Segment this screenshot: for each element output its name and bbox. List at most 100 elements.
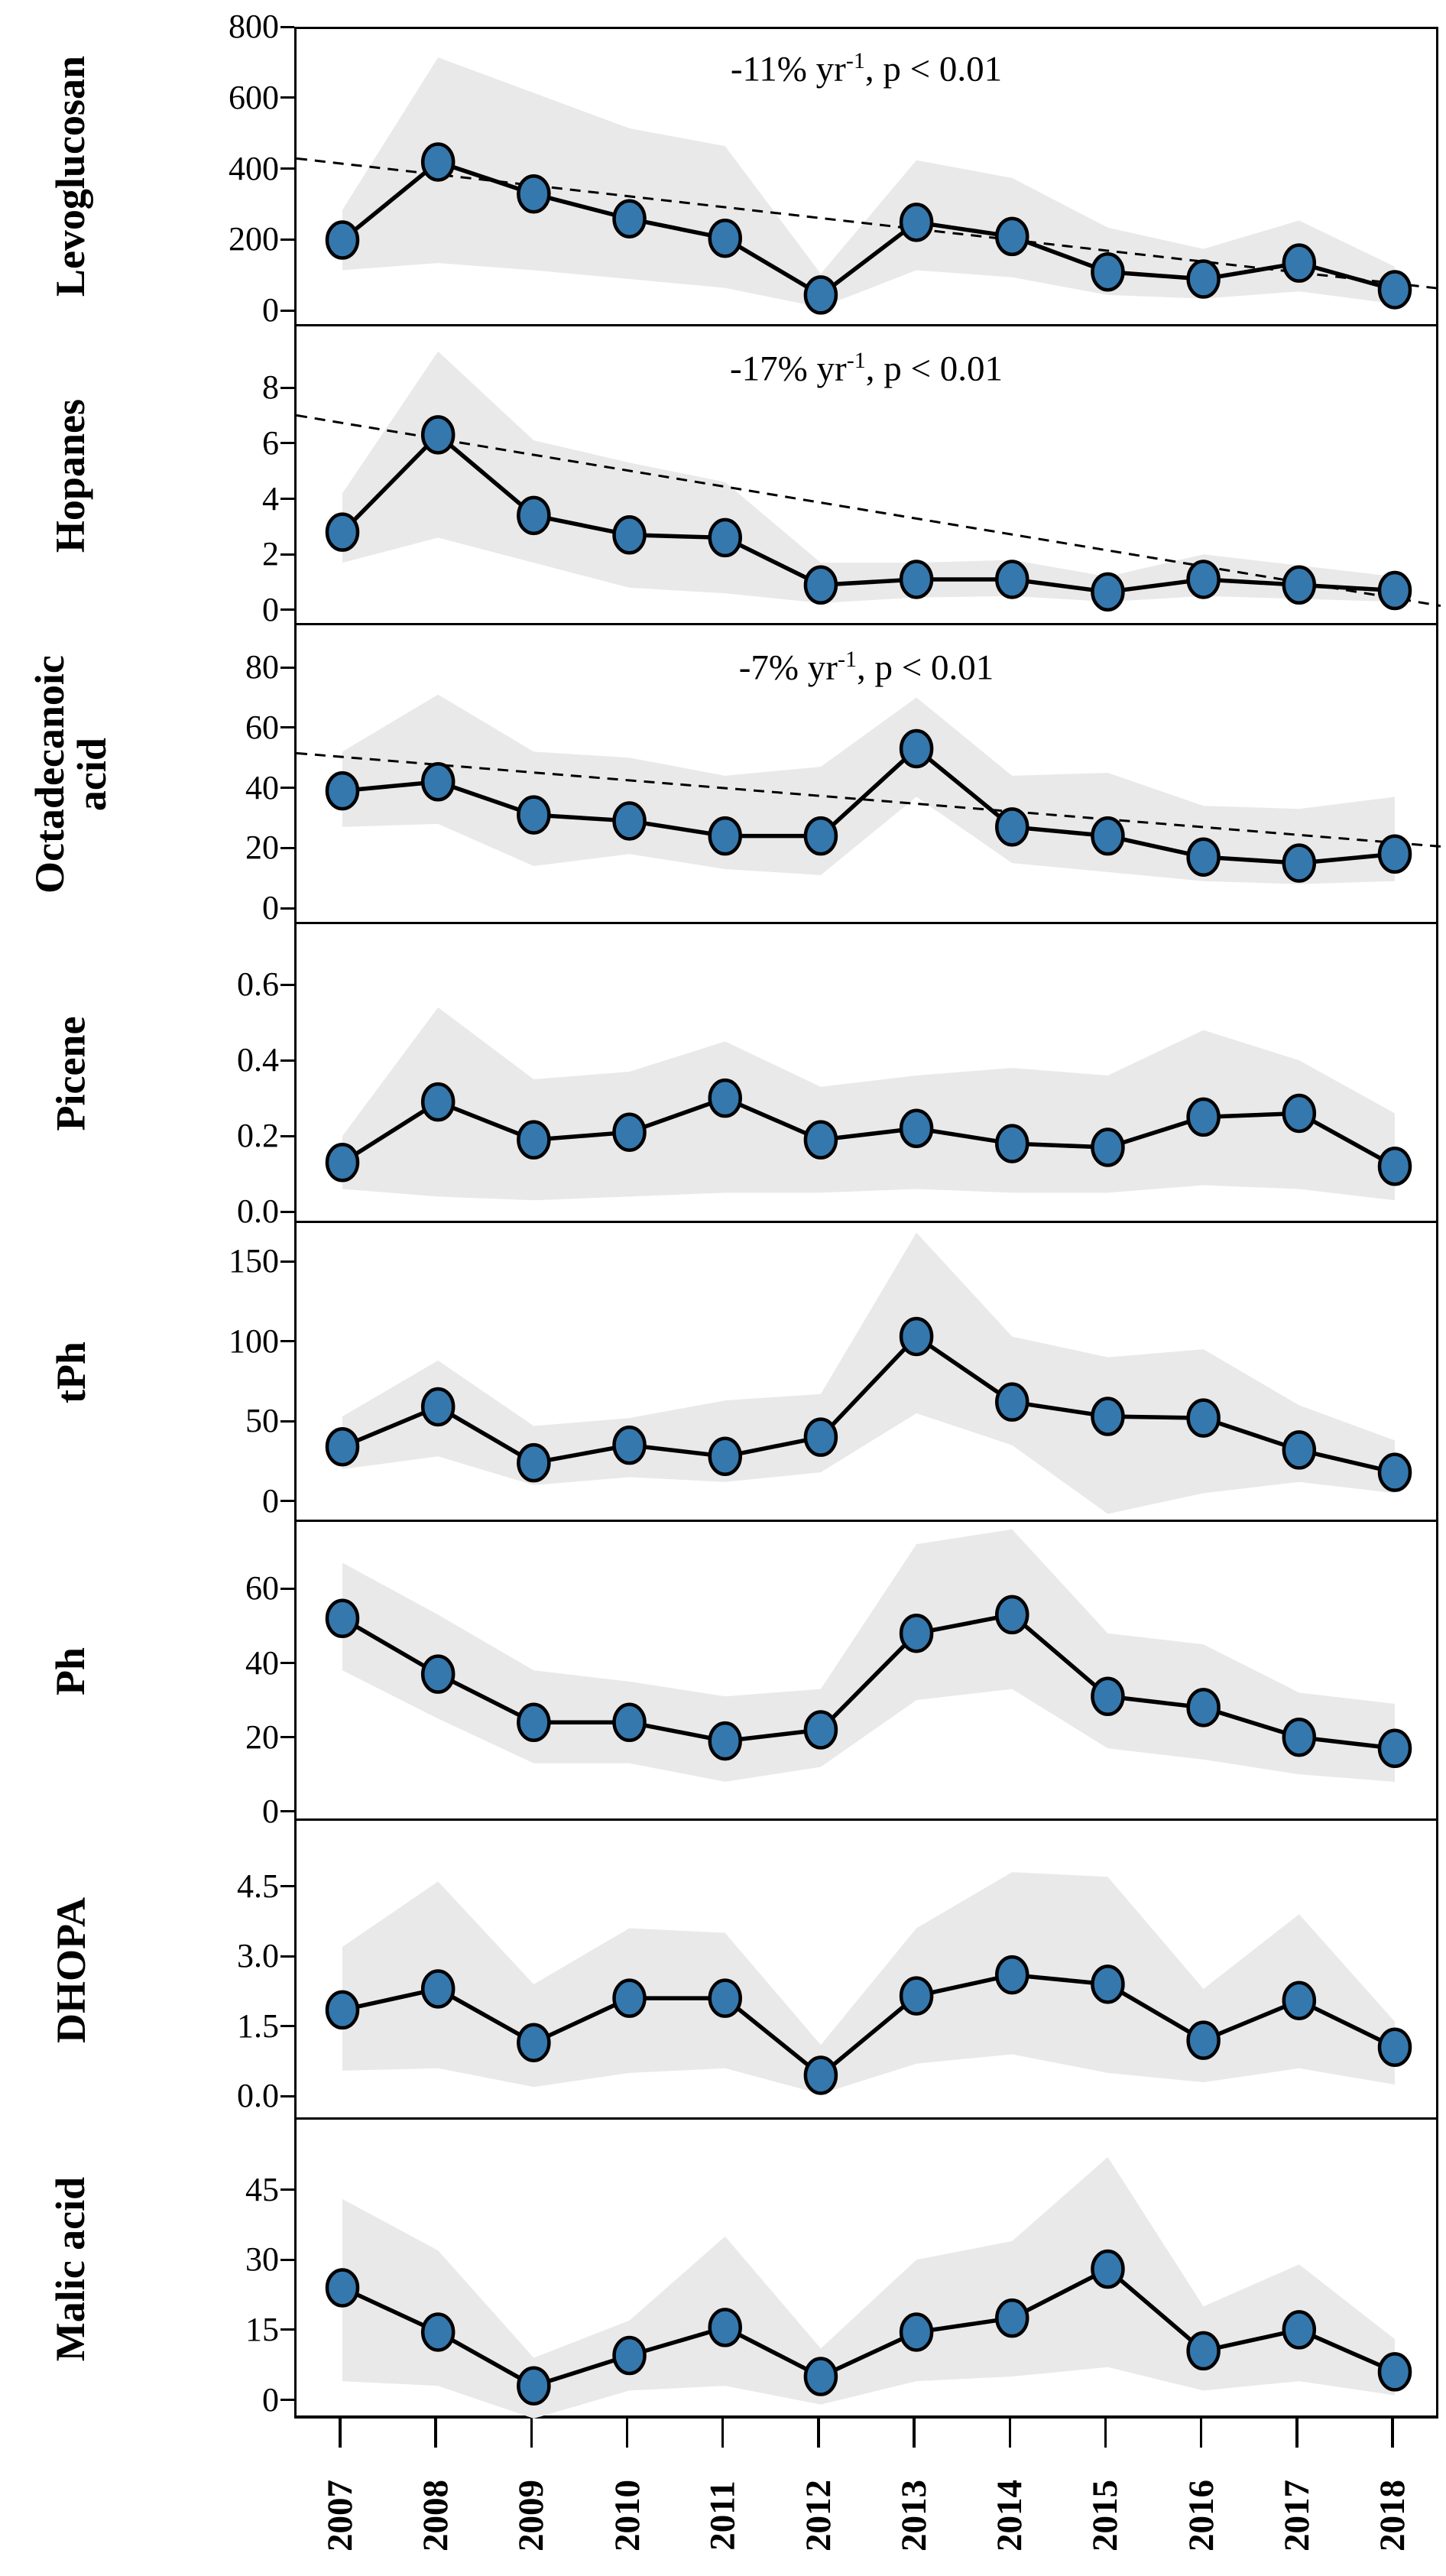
y-tick-label: 0.6 [237, 965, 279, 1004]
y-tick-label: 60 [245, 1569, 279, 1608]
x-tick-mark [1391, 2419, 1394, 2448]
x-tick-mark [1199, 2419, 1203, 2448]
data-point-2012 [803, 2055, 838, 2095]
data-point-2012 [803, 565, 838, 605]
x-tick-mark [1295, 2419, 1298, 2448]
data-point-2012 [803, 1120, 838, 1160]
trend-line [297, 414, 1441, 608]
data-point-2016 [1186, 259, 1221, 299]
y-tick-mark [280, 498, 294, 500]
data-point-2015 [1091, 572, 1125, 612]
trend-line [297, 751, 1441, 848]
data-point-2017 [1282, 2310, 1317, 2350]
panel-ph: Ph 0 20 40 60 [0, 1522, 1446, 1829]
data-point-2018 [1377, 2352, 1412, 2392]
y-tick-label: 50 [245, 1402, 279, 1440]
panel-octadecanoic-acid: Octadecanoic acid 0 20 40 60 80 -7% yr-1, p < 0… [0, 625, 1446, 927]
chart-svg [325, 1872, 1412, 2095]
y-tick-label: 800 [229, 8, 279, 45]
x-tick-label-2008: 2008 [416, 2480, 456, 2552]
y-tick-label: 0 [262, 1792, 279, 1830]
data-point-2012 [803, 1417, 838, 1457]
y-tick-label: 200 [229, 220, 279, 258]
x-tick-mark [530, 2419, 533, 2448]
data-point-2009 [517, 174, 551, 214]
data-point-2017 [1282, 1093, 1317, 1134]
y-tick-label: 1.5 [237, 2007, 279, 2045]
y-tick-mark [280, 787, 294, 790]
y-tick-label: 4.5 [237, 1867, 279, 1905]
data-point-2009 [517, 1120, 551, 1160]
y-tick-label: 45 [245, 2170, 279, 2208]
uncertainty-band [342, 1529, 1395, 1782]
data-point-2009 [517, 1442, 551, 1483]
data-point-2012 [803, 275, 838, 315]
y-tick-mark [280, 2258, 294, 2261]
data-point-2013 [899, 2312, 934, 2352]
chart-svg [297, 694, 1441, 884]
x-tick-mark [721, 2419, 725, 2448]
y-tick-label: 150 [229, 1242, 279, 1280]
data-point-2013 [899, 1613, 934, 1653]
y-tick-label: 30 [245, 2240, 279, 2279]
y-tick-mark [280, 2399, 294, 2402]
data-point-2009 [517, 495, 551, 536]
y-tick-label: 100 [229, 1322, 279, 1360]
x-tick-label-2009: 2009 [511, 2480, 552, 2552]
data-point-2015 [1091, 816, 1125, 856]
data-point-2007 [325, 220, 360, 260]
data-point-2011 [708, 1078, 742, 1118]
data-point-2017 [1282, 843, 1317, 883]
y-tick-label: 0.0 [237, 1192, 279, 1231]
data-point-2008 [420, 1387, 456, 1427]
y-tick-label: 40 [245, 768, 279, 806]
y-tick-mark [280, 1340, 294, 1343]
x-tick-label-2017: 2017 [1276, 2480, 1317, 2552]
y-tick-mark [280, 96, 294, 99]
data-point-2010 [612, 2335, 647, 2376]
plot-area-levoglucosan [294, 27, 1441, 326]
y-tick-mark [280, 238, 294, 241]
data-point-2007 [325, 771, 360, 811]
data-point-2017 [1282, 1430, 1317, 1470]
data-point-2007 [325, 512, 360, 552]
data-point-2012 [803, 2357, 838, 2396]
y-tick-label: 0 [262, 590, 279, 628]
plot-area-dhopa [294, 1821, 1438, 2120]
trend-annotation: -7% yr-1, p < 0.01 [738, 647, 994, 688]
panel-malic-acid: Malic acid 0 15 30 45 [0, 2120, 1446, 2419]
y-tick-mark [280, 167, 294, 170]
y-tick-label: 20 [245, 829, 279, 867]
data-point-2008 [420, 1082, 456, 1122]
chart-svg [297, 351, 1441, 612]
data-point-2014 [995, 807, 1029, 847]
data-point-2011 [708, 1436, 742, 1477]
y-tick-mark [280, 2094, 294, 2097]
uncertainty-band [342, 2156, 1395, 2419]
y-tick-label: 0.0 [237, 2077, 279, 2115]
data-point-2015 [1091, 1127, 1125, 1167]
y-tick-mark [280, 309, 294, 312]
data-point-2013 [899, 728, 934, 769]
data-point-2010 [612, 1978, 647, 2018]
x-tick-label-2010: 2010 [607, 2480, 647, 2552]
data-point-2010 [612, 1425, 647, 1465]
y-tick-mark [280, 1210, 294, 1213]
data-point-2009 [517, 795, 551, 835]
y-tick-label: 0 [262, 889, 279, 927]
x-tick-mark [913, 2419, 916, 2448]
chart-svg [325, 1007, 1412, 1201]
data-point-2010 [612, 515, 647, 555]
x-tick-label-2015: 2015 [1085, 2480, 1126, 2552]
data-point-2010 [612, 199, 647, 238]
data-point-2016 [1186, 2331, 1221, 2371]
data-point-2011 [708, 1721, 742, 1761]
data-point-2007 [325, 1990, 360, 2030]
y-tick-mark [280, 25, 294, 28]
panel-tph: tPh 0 50 100 150 [0, 1223, 1446, 1522]
y-tick-label: 400 [229, 149, 279, 187]
uncertainty-band [342, 1872, 1395, 2094]
uncertainty-band [342, 1232, 1395, 1514]
y-tick-label: 4 [262, 479, 279, 517]
